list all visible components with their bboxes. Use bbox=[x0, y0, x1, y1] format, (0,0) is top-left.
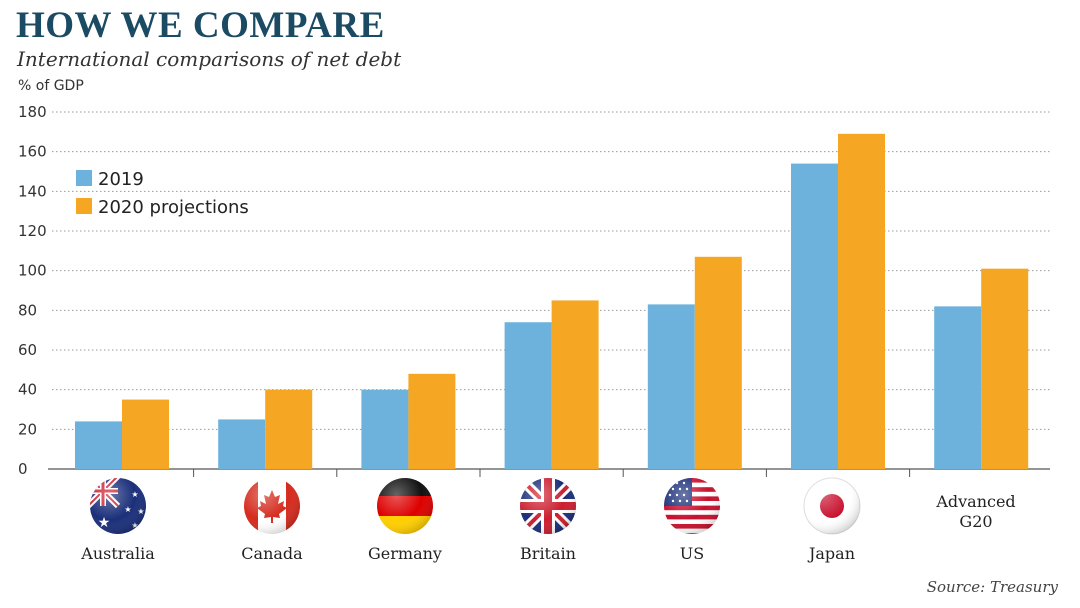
bar-2020-us bbox=[694, 256, 742, 469]
chart-subtitle: International comparisons of net debt bbox=[17, 47, 402, 71]
bar-2019-japan bbox=[791, 163, 838, 470]
bar-2020-canada bbox=[265, 389, 313, 469]
y-tick-label: 140 bbox=[18, 182, 47, 200]
y-tick-label: 180 bbox=[18, 103, 47, 121]
canada-flag-icon bbox=[244, 478, 300, 534]
bar-2019-advanced-g20 bbox=[934, 306, 982, 469]
category-label: US bbox=[680, 544, 704, 563]
y-tick-label: 20 bbox=[18, 420, 37, 438]
germany-flag-icon bbox=[377, 478, 433, 534]
y-tick-label: 60 bbox=[18, 341, 37, 359]
legend-swatch bbox=[76, 198, 92, 214]
bar-2019-australia bbox=[75, 421, 122, 469]
bar-2020-australia bbox=[122, 399, 169, 469]
y-tick-label: 40 bbox=[18, 381, 37, 399]
australia-flag-icon: ★ ★ ★ ★ ★ bbox=[90, 478, 146, 534]
bar-2020-britain bbox=[551, 300, 599, 469]
chart-title: HOW WE COMPARE bbox=[16, 5, 385, 46]
category-label: Britain bbox=[520, 544, 576, 563]
y-tick-label: 80 bbox=[18, 301, 37, 319]
legend-swatch bbox=[76, 170, 92, 186]
y-tick-label: 100 bbox=[18, 262, 47, 280]
bar-2020-japan bbox=[838, 133, 885, 470]
bar-2019-canada bbox=[218, 419, 266, 469]
legend-label: 2020 projections bbox=[98, 197, 249, 218]
y-tick-label: 160 bbox=[18, 143, 47, 161]
bar-2020-germany bbox=[408, 373, 456, 469]
bar-2019-us bbox=[647, 304, 695, 469]
britain-flag-icon bbox=[520, 478, 576, 534]
us-flag-icon bbox=[664, 478, 720, 534]
bar-2020-advanced-g20 bbox=[981, 268, 1029, 469]
y-axis-unit-label: % of GDP bbox=[18, 78, 84, 94]
category-label: Australia bbox=[80, 544, 155, 563]
japan-flag-icon bbox=[803, 477, 861, 535]
category-label: Germany bbox=[368, 544, 442, 563]
y-tick-label: 120 bbox=[18, 222, 47, 240]
legend-label: 2019 bbox=[98, 169, 144, 190]
category-label: Japan bbox=[807, 544, 855, 563]
y-tick-label: 0 bbox=[18, 460, 28, 478]
bar-2019-britain bbox=[504, 322, 552, 469]
bar-2019-germany bbox=[361, 389, 409, 469]
category-label: Canada bbox=[241, 544, 303, 563]
category-label: Advanced G20 bbox=[935, 492, 1015, 531]
source-note: Source: Treasury bbox=[926, 578, 1058, 596]
